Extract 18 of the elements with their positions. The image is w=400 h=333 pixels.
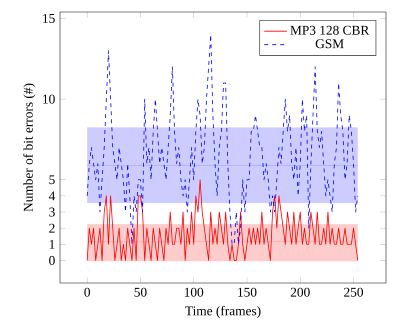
y-tick-label: 0 xyxy=(49,256,55,265)
x-tick-label: 0 xyxy=(84,288,90,297)
x-tick-label: 250 xyxy=(344,288,364,297)
y-tick-label: 4 xyxy=(48,192,56,200)
y-tick-label: 5 xyxy=(49,175,55,184)
x-tick-label: 200 xyxy=(290,288,310,297)
x-tick-label: 150 xyxy=(238,288,256,297)
x-axis-title: Time (frames) xyxy=(185,306,260,318)
y-tick-label: 1 xyxy=(50,240,54,249)
y-tick-label: 2 xyxy=(49,224,55,233)
y-tick-label: 15 xyxy=(43,14,55,23)
y-tick-label: 10 xyxy=(43,94,55,104)
legend-label: MP3 128 CBR xyxy=(290,26,370,35)
y-axis-title: Number of bit errors (#) xyxy=(23,84,36,212)
x-tick-label: 50 xyxy=(134,288,147,297)
x-tick-label: 100 xyxy=(184,288,204,297)
y-tick-label: 3 xyxy=(49,208,55,216)
legend-label: GSM xyxy=(316,39,344,48)
